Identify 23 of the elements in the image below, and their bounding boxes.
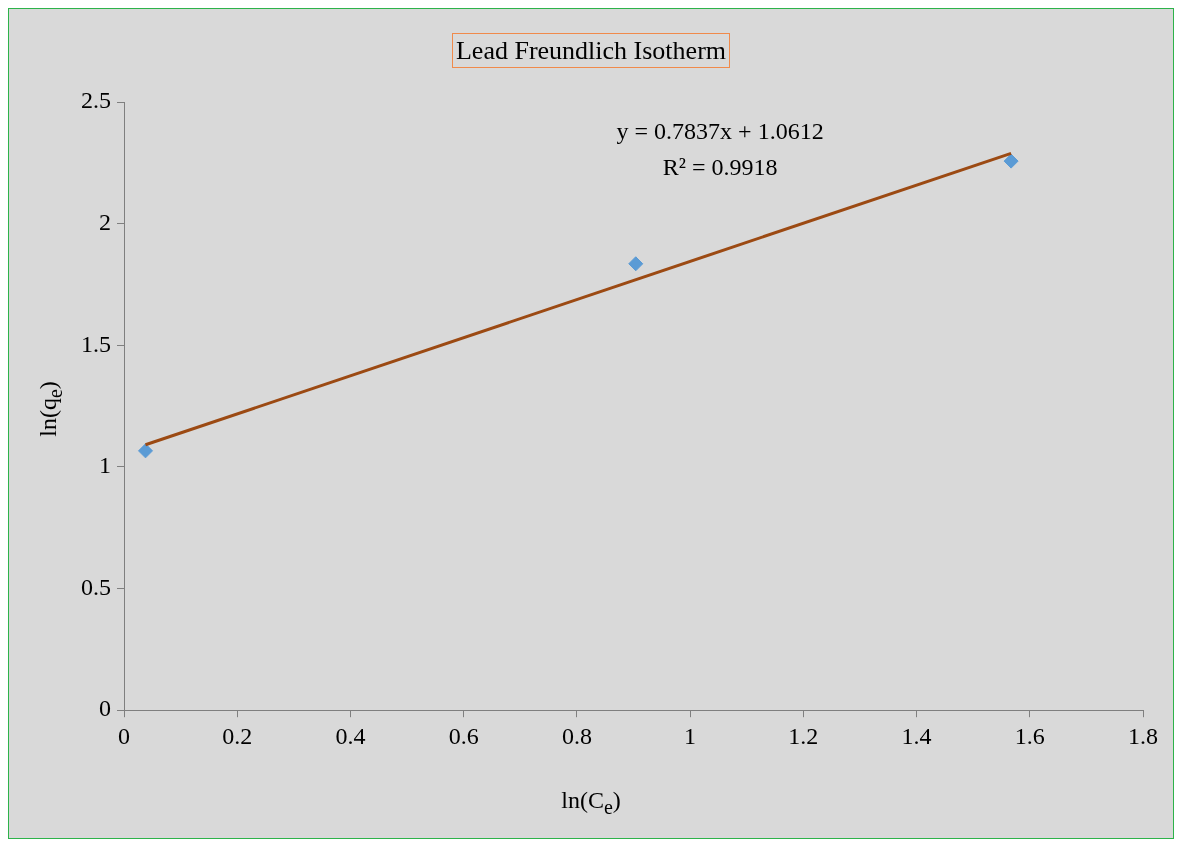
x-axis-title: ln(C$_{e}$): [560, 787, 622, 819]
x-tick-label: 0.8: [561, 722, 592, 749]
x-tick-label: 0.6: [448, 722, 479, 749]
chart-title: Lead Freundlich Isotherm: [451, 33, 731, 68]
x-tick-label: 0.2: [222, 722, 253, 749]
annotation: y = 0.7837x + 1.0612: [616, 118, 824, 145]
annotation: R² = 0.9918: [662, 154, 778, 181]
y-tick-label: 0: [99, 695, 111, 722]
point: [138, 443, 154, 459]
point: [1003, 153, 1019, 169]
x-tick-label: 1.4: [901, 722, 932, 749]
x-tick-label: 1.6: [1014, 722, 1045, 749]
y-tick-label: 2: [99, 208, 111, 235]
x-tick-label: 1.2: [788, 722, 819, 749]
y-tick-label: 0.5: [81, 573, 111, 600]
x-tick-label: 0: [118, 722, 130, 749]
y-tick-label: 1: [99, 452, 111, 479]
x-tick-label: 1.8: [1128, 722, 1158, 749]
y-tick-label: 2.5: [81, 87, 111, 114]
x-tick-label: 0.4: [335, 722, 366, 749]
x-tick-label: 1: [684, 722, 697, 749]
y-tick-label: 1.5: [81, 330, 111, 357]
point: [628, 256, 644, 272]
